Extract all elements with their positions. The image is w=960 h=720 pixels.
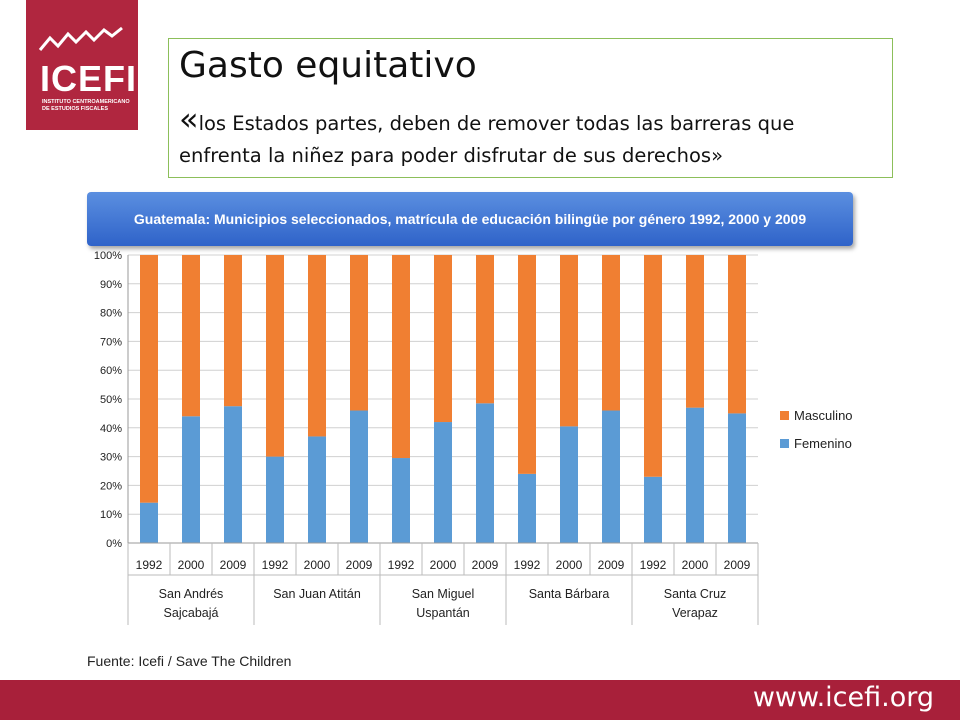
chart-title: Guatemala: Municipios seleccionados, mat… bbox=[87, 192, 853, 246]
x-tick-label: 1992 bbox=[388, 558, 415, 572]
group-label: Santa Bárbara bbox=[529, 587, 610, 601]
bar-masculino bbox=[182, 255, 200, 417]
bar-masculino bbox=[140, 255, 158, 503]
y-tick-label: 80% bbox=[100, 308, 122, 320]
bar-masculino bbox=[560, 255, 578, 427]
x-tick-label: 2009 bbox=[220, 558, 247, 572]
group-label: Verapaz bbox=[672, 606, 718, 620]
y-tick-label: 20% bbox=[100, 480, 122, 492]
group-label: San Juan Atitán bbox=[273, 587, 361, 601]
y-tick-label: 30% bbox=[100, 452, 122, 464]
bar-femenino bbox=[140, 502, 158, 543]
footer-url[interactable]: www.icefi.org bbox=[752, 682, 934, 713]
bar-masculino bbox=[224, 255, 242, 407]
x-tick-label: 1992 bbox=[262, 558, 289, 572]
bar-femenino bbox=[602, 410, 620, 543]
y-tick-label: 10% bbox=[100, 509, 122, 521]
bar-femenino bbox=[686, 407, 704, 543]
bar-masculino bbox=[602, 255, 620, 411]
legend-label: Masculino bbox=[794, 408, 853, 423]
stacked-bar-chart: 0% 10% 20% 30% 40% 50% 60% 70% 80% 90% 100% 1992 200… bbox=[94, 250, 853, 625]
bar-femenino bbox=[728, 413, 746, 543]
bar-femenino bbox=[392, 458, 410, 543]
quote-text: los Estados partes, deben de remover tod… bbox=[179, 112, 795, 167]
bar-femenino bbox=[476, 403, 494, 543]
x-tick-label: 2009 bbox=[598, 558, 625, 572]
slide-quote: «los Estados partes, deben de remover to… bbox=[179, 103, 879, 172]
x-tick-label: 2009 bbox=[346, 558, 373, 572]
x-tick-label: 2009 bbox=[724, 558, 751, 572]
source-note: Fuente: Icefi / Save The Children bbox=[87, 653, 292, 669]
x-tick-label: 1992 bbox=[640, 558, 667, 572]
bar-masculino bbox=[686, 255, 704, 408]
group-label: San Andrés bbox=[159, 587, 224, 601]
legend-label: Femenino bbox=[794, 436, 852, 451]
bar-masculino bbox=[392, 255, 410, 459]
bar-femenino bbox=[266, 456, 284, 543]
bar-femenino bbox=[560, 426, 578, 543]
footer-bar: www.icefi.org bbox=[0, 680, 960, 720]
bar-masculino bbox=[518, 255, 536, 474]
group-label: San Miguel bbox=[412, 587, 475, 601]
quote-open-mark: « bbox=[179, 100, 199, 138]
y-tick-label: 60% bbox=[100, 365, 122, 377]
bar-masculino bbox=[434, 255, 452, 423]
bar-masculino bbox=[476, 255, 494, 404]
x-tick-label: 1992 bbox=[136, 558, 163, 572]
x-tick-label: 2000 bbox=[682, 558, 709, 572]
y-tick-label: 50% bbox=[100, 394, 122, 406]
icefi-logo: ICEFI INSTITUTO CENTROAMERICANO DE ESTUD… bbox=[26, 0, 138, 130]
group-label: Uspantán bbox=[416, 606, 470, 620]
logo-wordmark: ICEFI bbox=[40, 58, 138, 99]
y-tick-label: 0% bbox=[106, 538, 122, 550]
legend-swatch bbox=[780, 411, 789, 420]
y-tick-label: 40% bbox=[100, 423, 122, 435]
legend-swatch bbox=[780, 439, 789, 448]
bar-femenino bbox=[518, 473, 536, 543]
logo-subtitle: INSTITUTO CENTROAMERICANO DE ESTUDIOS FI… bbox=[42, 99, 130, 112]
y-tick-label: 90% bbox=[100, 279, 122, 291]
bar-masculino bbox=[350, 255, 368, 411]
title-box: Gasto equitativo «los Estados partes, de… bbox=[168, 38, 893, 178]
trend-zigzag-icon bbox=[38, 26, 123, 51]
group-label: Santa Cruz bbox=[664, 587, 727, 601]
bar-masculino bbox=[728, 255, 746, 414]
bar-masculino bbox=[266, 255, 284, 457]
x-tick-label: 2009 bbox=[472, 558, 499, 572]
bar-femenino bbox=[434, 422, 452, 543]
bar-masculino bbox=[308, 255, 326, 437]
y-tick-label: 70% bbox=[100, 336, 122, 348]
x-tick-label: 2000 bbox=[556, 558, 583, 572]
x-tick-label: 1992 bbox=[514, 558, 541, 572]
bar-femenino bbox=[308, 436, 326, 543]
bar-masculino bbox=[644, 255, 662, 477]
y-tick-label: 100% bbox=[94, 250, 122, 262]
slide-title: Gasto equitativo bbox=[179, 45, 477, 86]
bar-femenino bbox=[644, 476, 662, 543]
x-tick-label: 2000 bbox=[178, 558, 205, 572]
group-label: Sajcabajá bbox=[164, 606, 219, 620]
bar-femenino bbox=[350, 410, 368, 543]
bar-femenino bbox=[182, 416, 200, 543]
x-tick-label: 2000 bbox=[430, 558, 457, 572]
x-tick-label: 2000 bbox=[304, 558, 331, 572]
bar-femenino bbox=[224, 406, 242, 543]
